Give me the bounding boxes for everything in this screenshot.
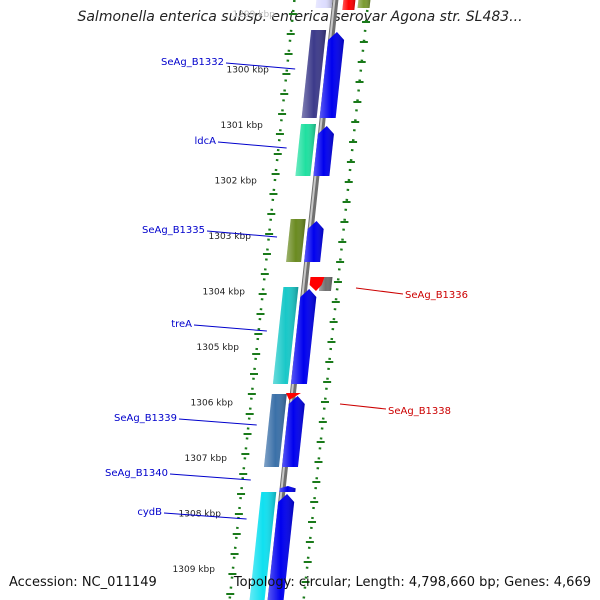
kbp-label: 1305 kbp bbox=[197, 343, 240, 353]
cds-forward-arrow bbox=[267, 494, 295, 600]
label-leader bbox=[178, 418, 257, 426]
gene-label: SeAg_B1335 bbox=[142, 225, 205, 236]
kbp-label: 1301 kbp bbox=[220, 121, 263, 131]
gene-label: SeAg_B1339 bbox=[114, 413, 177, 424]
accession-label: Accession: NC_011149 bbox=[9, 575, 157, 590]
map-title: Salmonella enterica subsp. enterica sero… bbox=[77, 9, 523, 25]
cds-forward-arrow bbox=[304, 221, 324, 262]
outer-dotted-ring bbox=[302, 0, 370, 600]
gene-block bbox=[301, 30, 327, 118]
gene-label: cydB bbox=[137, 507, 162, 518]
gene-label: treA bbox=[171, 319, 192, 330]
label-leader bbox=[339, 403, 387, 410]
kbp-label: 1306 kbp bbox=[191, 399, 234, 409]
cds-forward-arrow bbox=[313, 126, 334, 176]
kbp-label: 1300 kbp bbox=[226, 66, 269, 76]
gene-label: SeAg_B1340 bbox=[105, 468, 168, 479]
label-leader bbox=[163, 512, 247, 520]
gene-label: SeAg_B1336 bbox=[405, 290, 468, 301]
kbp-label: 1299 kbp bbox=[232, 10, 275, 20]
gene-block-partial bbox=[315, 0, 333, 8]
kbp-ticks bbox=[226, 0, 371, 600]
inner-dotted-ring bbox=[228, 0, 296, 600]
kbp-label: 1309 kbp bbox=[173, 565, 216, 575]
kbp-label: 1307 kbp bbox=[185, 454, 228, 464]
label-leader bbox=[193, 324, 267, 332]
cds-reverse-partial bbox=[342, 0, 356, 10]
label-leader bbox=[217, 141, 287, 149]
gene-block bbox=[249, 492, 277, 600]
gene-block bbox=[272, 287, 299, 384]
kbp-label: 1302 kbp bbox=[214, 177, 257, 187]
gene-block-partial bbox=[357, 0, 371, 8]
label-leader bbox=[225, 62, 296, 70]
gene-label: SeAg_B1332 bbox=[161, 57, 224, 68]
gene-labels: 1299 kbp 1300 kbp 1301 kbp 1302 kbp 1303 kbp… bbox=[105, 10, 468, 575]
kbp-label: 1303 kbp bbox=[209, 232, 252, 242]
cds-features bbox=[249, 0, 371, 600]
kbp-label: 1308 kbp bbox=[179, 510, 222, 520]
gene-label: SeAg_B1338 bbox=[388, 406, 451, 417]
cds-reverse-arrow bbox=[285, 393, 301, 400]
cds-forward-arrow bbox=[281, 396, 305, 467]
cds-forward-arrow bbox=[319, 32, 345, 118]
gene-label: ldcA bbox=[195, 136, 217, 147]
cds-forward-arrow bbox=[290, 289, 317, 384]
label-leader bbox=[206, 230, 278, 238]
gene-block bbox=[286, 219, 306, 262]
cds-forward-arrow bbox=[279, 486, 296, 492]
cds-reverse-arrow bbox=[309, 277, 325, 291]
genome-summary: Topology: circular; Length: 4,798,660 bp… bbox=[233, 575, 591, 590]
kbp-label: 1304 kbp bbox=[203, 288, 246, 298]
gene-block bbox=[263, 394, 287, 467]
label-leader bbox=[355, 287, 404, 295]
label-leader bbox=[169, 473, 251, 481]
gene-block bbox=[295, 124, 317, 176]
